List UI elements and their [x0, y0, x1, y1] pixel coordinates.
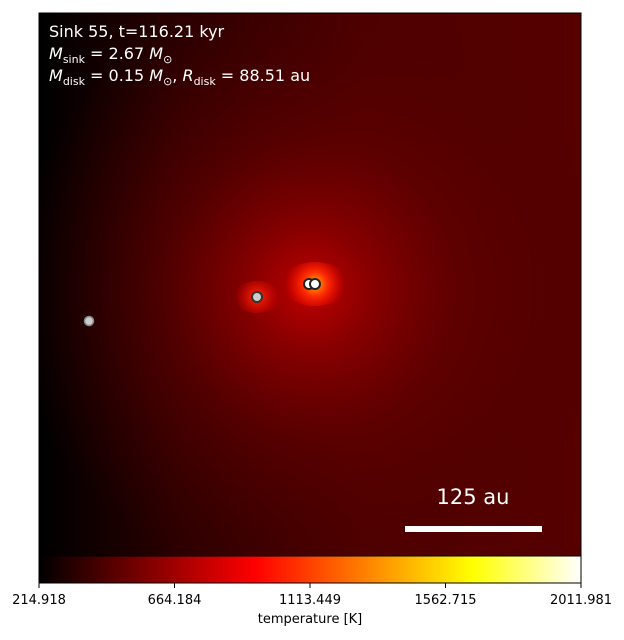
annotation-part: disk	[63, 75, 86, 88]
annotation-line: Mdisk = 0.15 M⊙, Rdisk = 88.51 au	[49, 66, 310, 88]
map: 125 au Sink 55, t=116.21 kyr Msink = 2.67…	[38, 12, 582, 557]
annotation-part: M	[49, 44, 63, 63]
annotation-line: Sink 55, t=116.21 kyr	[49, 22, 225, 41]
sink	[83, 315, 95, 327]
annotation-part: = 2.67	[85, 44, 149, 63]
annotation-part: disk	[194, 75, 217, 88]
annotation-part: ⊙	[163, 53, 172, 66]
annotation-part: sink	[63, 53, 86, 66]
annotation-part: Sink 55, t=116.21 kyr	[49, 22, 225, 41]
annotation-part: R	[182, 66, 193, 85]
colorbar-tick-label: 2011.981	[550, 593, 612, 608]
annotation-part: ,	[172, 66, 182, 85]
scale-bar	[405, 526, 542, 532]
annotation-line: Msink = 2.67 M⊙	[49, 44, 172, 66]
annotation-part: M	[149, 66, 163, 85]
annotation-part: = 88.51 au	[216, 66, 310, 85]
annotation-part: M	[149, 44, 163, 63]
colorbar-tick-label: 1562.715	[414, 593, 476, 608]
colorbar-tick-label: 664.184	[148, 593, 202, 608]
annotation-part: ⊙	[163, 75, 172, 88]
annotation-part: M	[49, 66, 63, 85]
colorbar-label: temperature [K]	[258, 612, 363, 627]
colorbar-tick-label: 214.918	[12, 593, 66, 608]
sink	[309, 278, 321, 290]
scale-bar-label: 125 au	[437, 485, 510, 509]
sink	[251, 291, 263, 303]
colorbar	[38, 555, 582, 584]
colorbar-tick-label: 1113.449	[279, 593, 341, 608]
annotation-part: = 0.15	[85, 66, 149, 85]
